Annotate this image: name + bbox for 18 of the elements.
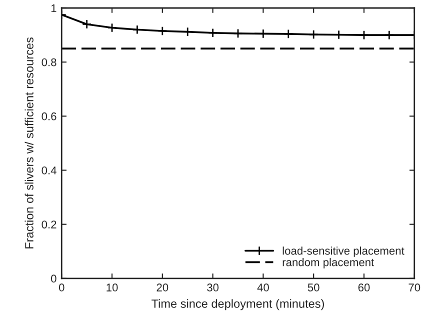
x-tick-label: 40 xyxy=(257,284,269,292)
x-tick-label: 0 xyxy=(58,284,64,292)
x-tick-label: 20 xyxy=(156,284,168,292)
x-tick-label: 30 xyxy=(207,284,219,292)
y-tick-label: 0 xyxy=(51,274,56,283)
y-tick-label: 0.2 xyxy=(42,220,56,228)
y-tick-label: 0.8 xyxy=(42,58,56,66)
x-axis-title: Time since deployment (minutes) xyxy=(152,299,324,310)
x-tick-label: 60 xyxy=(358,284,370,292)
y-tick-label: 0.4 xyxy=(42,166,56,174)
legend-label: random placement xyxy=(282,258,374,268)
x-tick-label: 10 xyxy=(106,284,118,292)
y-tick-label: 1 xyxy=(51,4,56,12)
y-tick-label: 0.6 xyxy=(42,112,56,120)
y-axis-title: Fraction of slivers w/ sufficient resources xyxy=(24,37,34,248)
x-tick-label: 70 xyxy=(408,284,420,292)
legend-label: load-sensitive placement xyxy=(282,246,404,257)
x-tick-label: 50 xyxy=(308,284,320,292)
